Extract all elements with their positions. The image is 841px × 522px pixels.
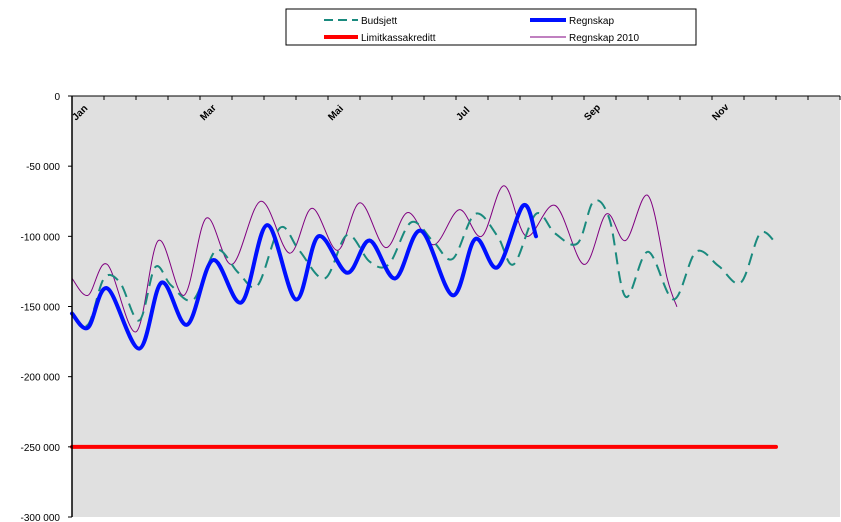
legend-label-budsjett: Budsjett bbox=[361, 16, 397, 27]
y-tick-label: 0 bbox=[54, 92, 60, 103]
series-line-regnskap-2010 bbox=[71, 185, 678, 333]
y-tick-label: -100 000 bbox=[21, 232, 61, 243]
legend: Budsjett Regnskap Limitkassakreditt Regn… bbox=[285, 8, 697, 46]
legend-label-limitkassakreditt: Limitkassakreditt bbox=[361, 33, 436, 44]
series-line-regnskap bbox=[70, 203, 538, 351]
y-tick-label: -50 000 bbox=[26, 162, 60, 173]
series-line-budsjett bbox=[71, 199, 777, 327]
y-tick-label: -200 000 bbox=[21, 373, 61, 384]
y-tick-label: -300 000 bbox=[21, 513, 61, 522]
legend-label-regnskap-2010: Regnskap 2010 bbox=[569, 33, 639, 44]
y-axis: 0 -50 000 -100 000 -150 000 -200 000 -250 000… bbox=[21, 92, 72, 522]
plot-area bbox=[72, 96, 840, 517]
series-layer bbox=[70, 185, 778, 449]
y-tick-label: -150 000 bbox=[21, 303, 61, 314]
y-tick-label: -250 000 bbox=[21, 443, 61, 454]
legend-label-regnskap: Regnskap bbox=[569, 16, 614, 27]
